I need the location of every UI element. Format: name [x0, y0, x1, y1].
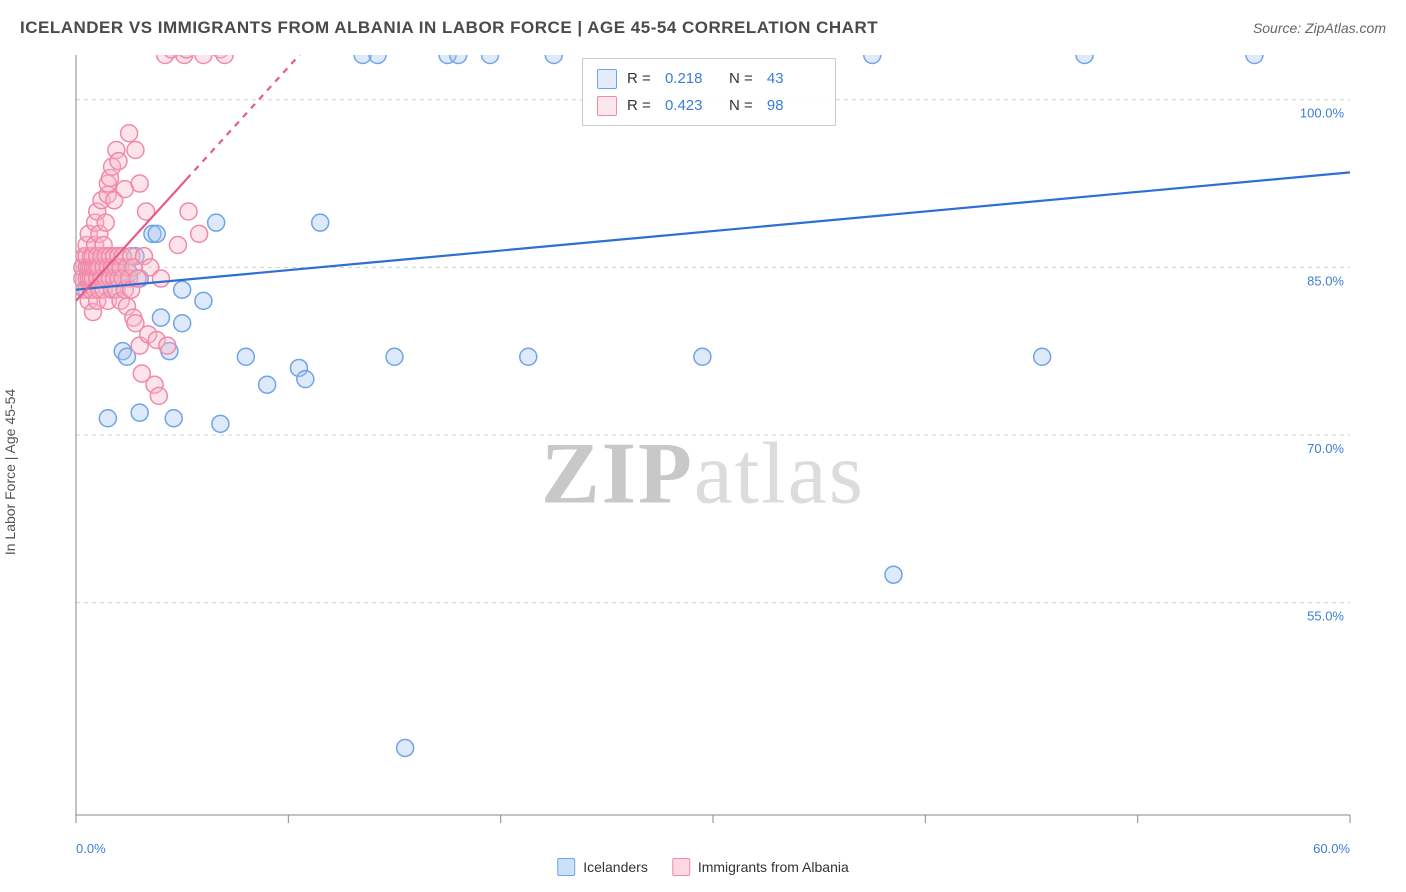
data-point [1034, 348, 1051, 365]
data-point [545, 55, 562, 64]
stats-row: R = 0.218 N = 43 [597, 65, 821, 92]
stat-N-value: 43 [767, 65, 821, 92]
y-tick-label: 100.0% [1300, 106, 1345, 121]
legend-label: Icelanders [583, 859, 648, 875]
data-point [110, 153, 127, 170]
data-point [216, 55, 233, 64]
legend-swatch [672, 858, 690, 876]
chart-title: ICELANDER VS IMMIGRANTS FROM ALBANIA IN … [20, 18, 878, 38]
data-point [259, 376, 276, 393]
data-point [312, 214, 329, 231]
stat-N-label: N = [729, 92, 757, 119]
data-point [520, 348, 537, 365]
chart-area: In Labor Force | Age 45-54 55.0%70.0%85.… [20, 55, 1386, 872]
y-tick-label: 55.0% [1307, 609, 1344, 624]
source-label: Source: ZipAtlas.com [1253, 20, 1386, 36]
data-point [191, 225, 208, 242]
data-point [212, 415, 229, 432]
x-tick-label: 0.0% [76, 841, 106, 856]
legend-swatch [597, 69, 617, 89]
trend-line [76, 172, 1350, 289]
data-point [159, 337, 176, 354]
stat-R-label: R = [627, 92, 655, 119]
y-tick-label: 85.0% [1307, 273, 1344, 288]
trend-line-dashed [186, 55, 309, 179]
data-point [150, 387, 167, 404]
y-tick-label: 70.0% [1307, 441, 1344, 456]
data-point [397, 739, 414, 756]
data-point [152, 309, 169, 326]
data-point [169, 237, 186, 254]
data-point [297, 371, 314, 388]
data-point [148, 225, 165, 242]
x-tick-label: 60.0% [1313, 841, 1350, 856]
scatter-plot: 55.0% 70.0% 85.0% 100.0% 0.0% 60.0% [20, 55, 1386, 867]
data-point [694, 348, 711, 365]
legend-swatch [557, 858, 575, 876]
data-point [131, 175, 148, 192]
data-point [1246, 55, 1263, 64]
stats-row: R = 0.423 N = 98 [597, 92, 821, 119]
data-point [386, 348, 403, 365]
data-point [165, 410, 182, 427]
data-point [195, 292, 212, 309]
data-point [237, 348, 254, 365]
data-point [195, 55, 212, 64]
data-point [174, 315, 191, 332]
data-point [99, 410, 116, 427]
stat-N-value: 98 [767, 92, 821, 119]
stat-R-value: 0.218 [665, 65, 719, 92]
bottom-legend: Icelanders Immigrants from Albania [557, 858, 849, 876]
data-point [127, 142, 144, 159]
data-point [97, 214, 114, 231]
stat-R-label: R = [627, 65, 655, 92]
legend-swatch [597, 96, 617, 116]
data-point [482, 55, 499, 64]
legend-item: Immigrants from Albania [672, 858, 849, 876]
legend-item: Icelanders [557, 858, 648, 876]
y-axis-label: In Labor Force | Age 45-54 [2, 388, 18, 554]
data-point [1076, 55, 1093, 64]
data-point [121, 125, 138, 142]
data-point [174, 281, 191, 298]
stats-legend-box: R = 0.218 N = 43 R = 0.423 N = 98 [582, 58, 836, 126]
data-point [208, 214, 225, 231]
stat-R-value: 0.423 [665, 92, 719, 119]
legend-label: Immigrants from Albania [698, 859, 849, 875]
data-point [131, 404, 148, 421]
data-point [864, 55, 881, 64]
data-point [369, 55, 386, 64]
stat-N-label: N = [729, 65, 757, 92]
data-point [885, 566, 902, 583]
data-point [180, 203, 197, 220]
data-point [152, 270, 169, 287]
